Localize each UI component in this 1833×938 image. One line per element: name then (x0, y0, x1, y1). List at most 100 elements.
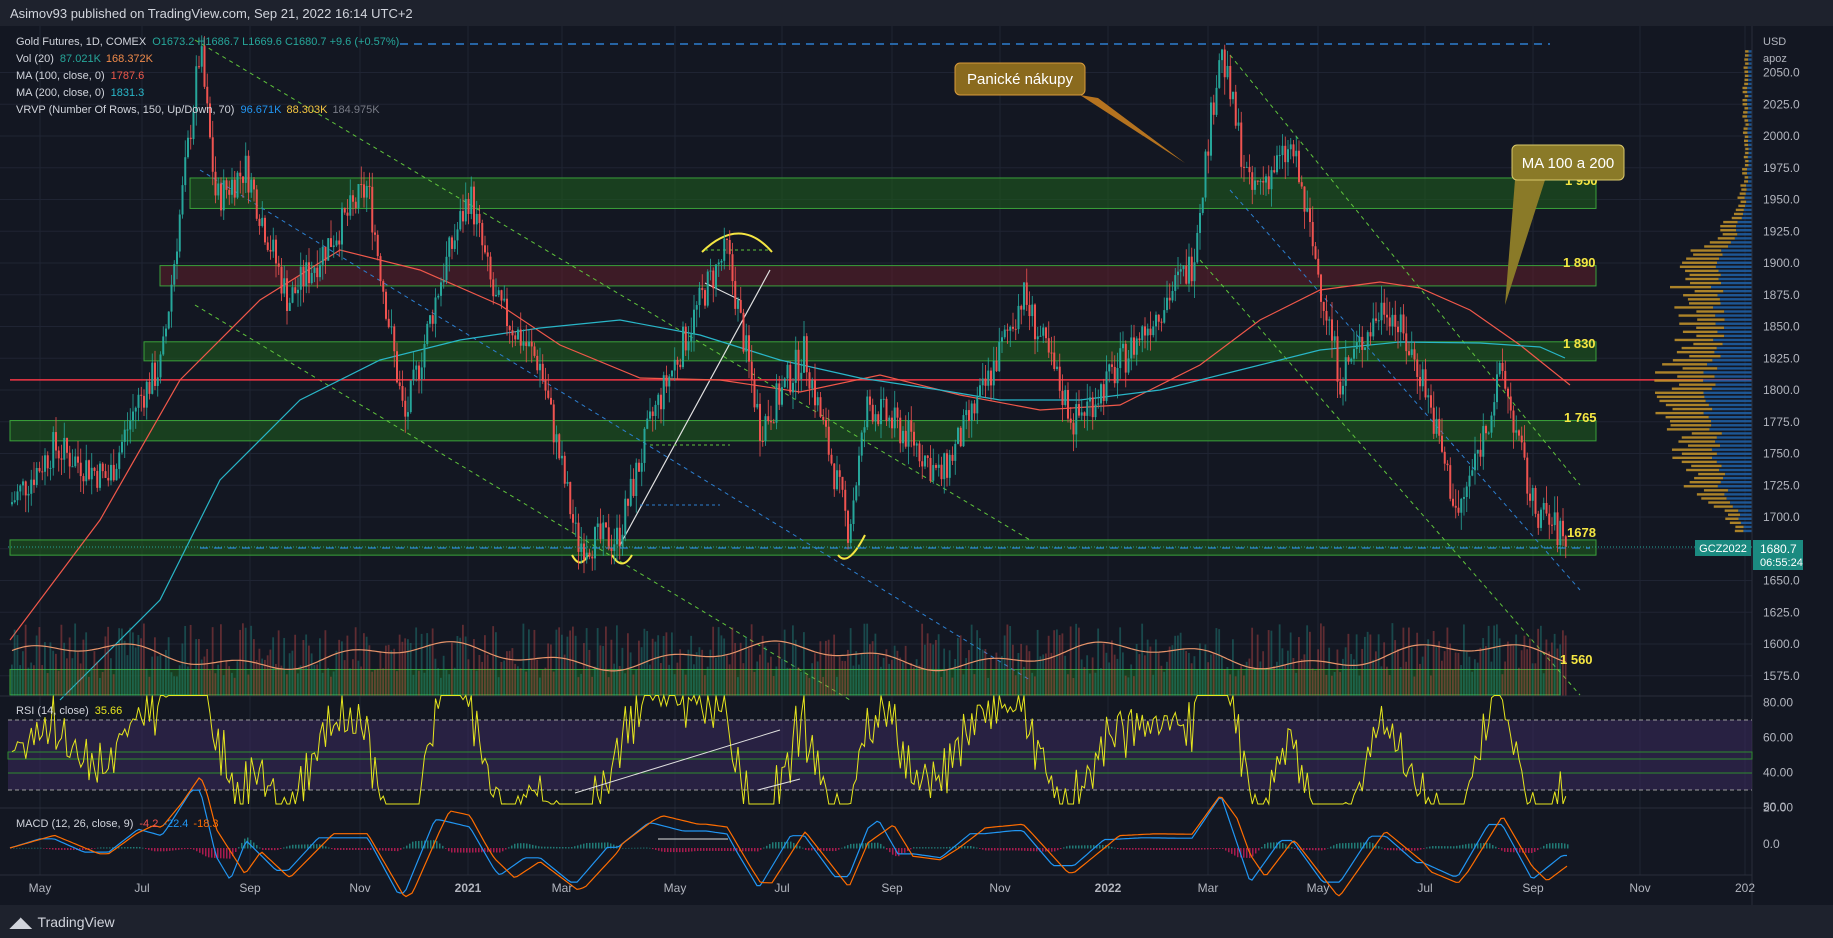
candle-body (459, 211, 462, 230)
zone-1765[interactable] (9, 420, 1597, 442)
vrvp-up-bar (1717, 294, 1752, 297)
candle-body (1443, 451, 1446, 464)
volume-bar (264, 659, 266, 696)
macd-hist-bar (1168, 848, 1170, 850)
zone-1950[interactable] (189, 177, 1597, 209)
candle-body (880, 399, 882, 425)
candle-body (159, 354, 162, 378)
price-tick: 1925.0 (1763, 224, 1800, 238)
candle-body (60, 458, 63, 460)
vrvp-down-bar (1745, 50, 1749, 53)
macd-hist-bar (1405, 848, 1407, 851)
candle-body (1166, 297, 1168, 311)
macd-hist-bar (226, 848, 228, 859)
macd-hist-bar (1453, 846, 1455, 849)
candle-body (283, 278, 286, 294)
volume-bar (533, 629, 536, 696)
vrvp-up-bar (1709, 428, 1752, 431)
candle-body (1135, 338, 1138, 355)
candle-body (1086, 401, 1089, 416)
vrvp-up-bar (1748, 78, 1752, 82)
candle-body (1416, 359, 1419, 377)
vrvp-down-bar (1685, 277, 1719, 281)
zone-1560[interactable] (9, 668, 1561, 696)
volume-bar (772, 676, 775, 696)
macd-hist-bar (919, 847, 921, 849)
vrvp-down-bar (1744, 74, 1749, 77)
volume-bar (1254, 667, 1256, 696)
macd-hist-bar (19, 847, 21, 849)
candle-body (357, 184, 360, 208)
volume-bar (756, 661, 759, 696)
volume-bar (1438, 641, 1441, 696)
vrvp-up-bar (1747, 90, 1752, 94)
macd-hist-bar (538, 846, 540, 849)
volume-bar (1303, 654, 1306, 696)
macd-hist-bar (1258, 848, 1260, 851)
candle-body (998, 341, 1001, 372)
volume-bar (506, 651, 508, 696)
vrvp-down-bar (1665, 415, 1709, 419)
candle-body (1094, 404, 1097, 418)
volume-bar (1386, 666, 1388, 696)
channel-drawings[interactable] (194, 39, 1581, 701)
vrvp-up-bar (1747, 103, 1752, 106)
candle-body (335, 240, 338, 246)
candle-body (1556, 512, 1559, 546)
macd-hist-bar (607, 842, 609, 849)
candle-body (665, 375, 668, 387)
volume-bar (561, 634, 563, 696)
annotation-ma[interactable]: MA 100 a 200 (1505, 144, 1625, 305)
volume-bar (492, 626, 495, 696)
candle-body (162, 336, 165, 355)
macd-hist-bar (886, 848, 888, 850)
candle-body (1254, 180, 1256, 190)
volume-bar (805, 674, 808, 696)
legend[interactable]: Gold Futures, 1D, COMEX O1673.2 H1686.7 L… (16, 36, 399, 830)
macd-hist-bar (562, 847, 564, 849)
volume-bar (1457, 652, 1460, 696)
candle-body (577, 522, 580, 552)
volume-bar (1265, 667, 1267, 696)
candle-body (1256, 180, 1259, 182)
candle-body (561, 455, 563, 459)
volume-bar (412, 674, 415, 696)
volume-bar (1251, 627, 1254, 696)
volume-bar (1045, 653, 1047, 696)
volume-bar (841, 660, 844, 696)
macd-hist-bar (727, 848, 729, 851)
vrvp-up-bar (1744, 196, 1752, 199)
volume-bar (1270, 630, 1273, 696)
zone-1890[interactable] (159, 265, 1597, 287)
candle-body (1089, 397, 1091, 402)
vrvp-up-bar (1742, 212, 1752, 216)
volume-bar (68, 637, 71, 696)
candle-body (544, 379, 547, 391)
macd-hist-bar (1333, 845, 1335, 849)
time-tick: Nov (989, 881, 1010, 895)
vrvp-up-bar (1711, 448, 1752, 451)
candle-body (1201, 197, 1204, 213)
candle-body (1523, 442, 1526, 458)
macd-hist-bar (1129, 848, 1131, 850)
vrvp-down-bar (1694, 476, 1724, 480)
macd-hist-bar (664, 848, 666, 853)
annotation-panic[interactable]: Panické nákupy (954, 62, 1185, 163)
volume-bar (44, 642, 46, 696)
zone-1830[interactable] (143, 341, 1597, 362)
macd-hist-bar (1099, 845, 1101, 849)
candle-body (783, 378, 786, 388)
volume-bar (393, 648, 396, 696)
macd-hist-bar (322, 845, 324, 849)
volume-bar (231, 672, 233, 696)
candle-body (1146, 328, 1149, 336)
macd-hist-bar (151, 848, 153, 851)
vrvp-down-bar (1682, 367, 1718, 370)
macd-hist-bar (1072, 845, 1074, 849)
tradingview-logo[interactable]: ◢◣ TradingView (10, 914, 115, 931)
scale-label[interactable]: apoz (1763, 53, 1787, 65)
volume-bar (1122, 652, 1124, 696)
candle-body (1223, 49, 1226, 78)
candle-body (715, 264, 717, 289)
